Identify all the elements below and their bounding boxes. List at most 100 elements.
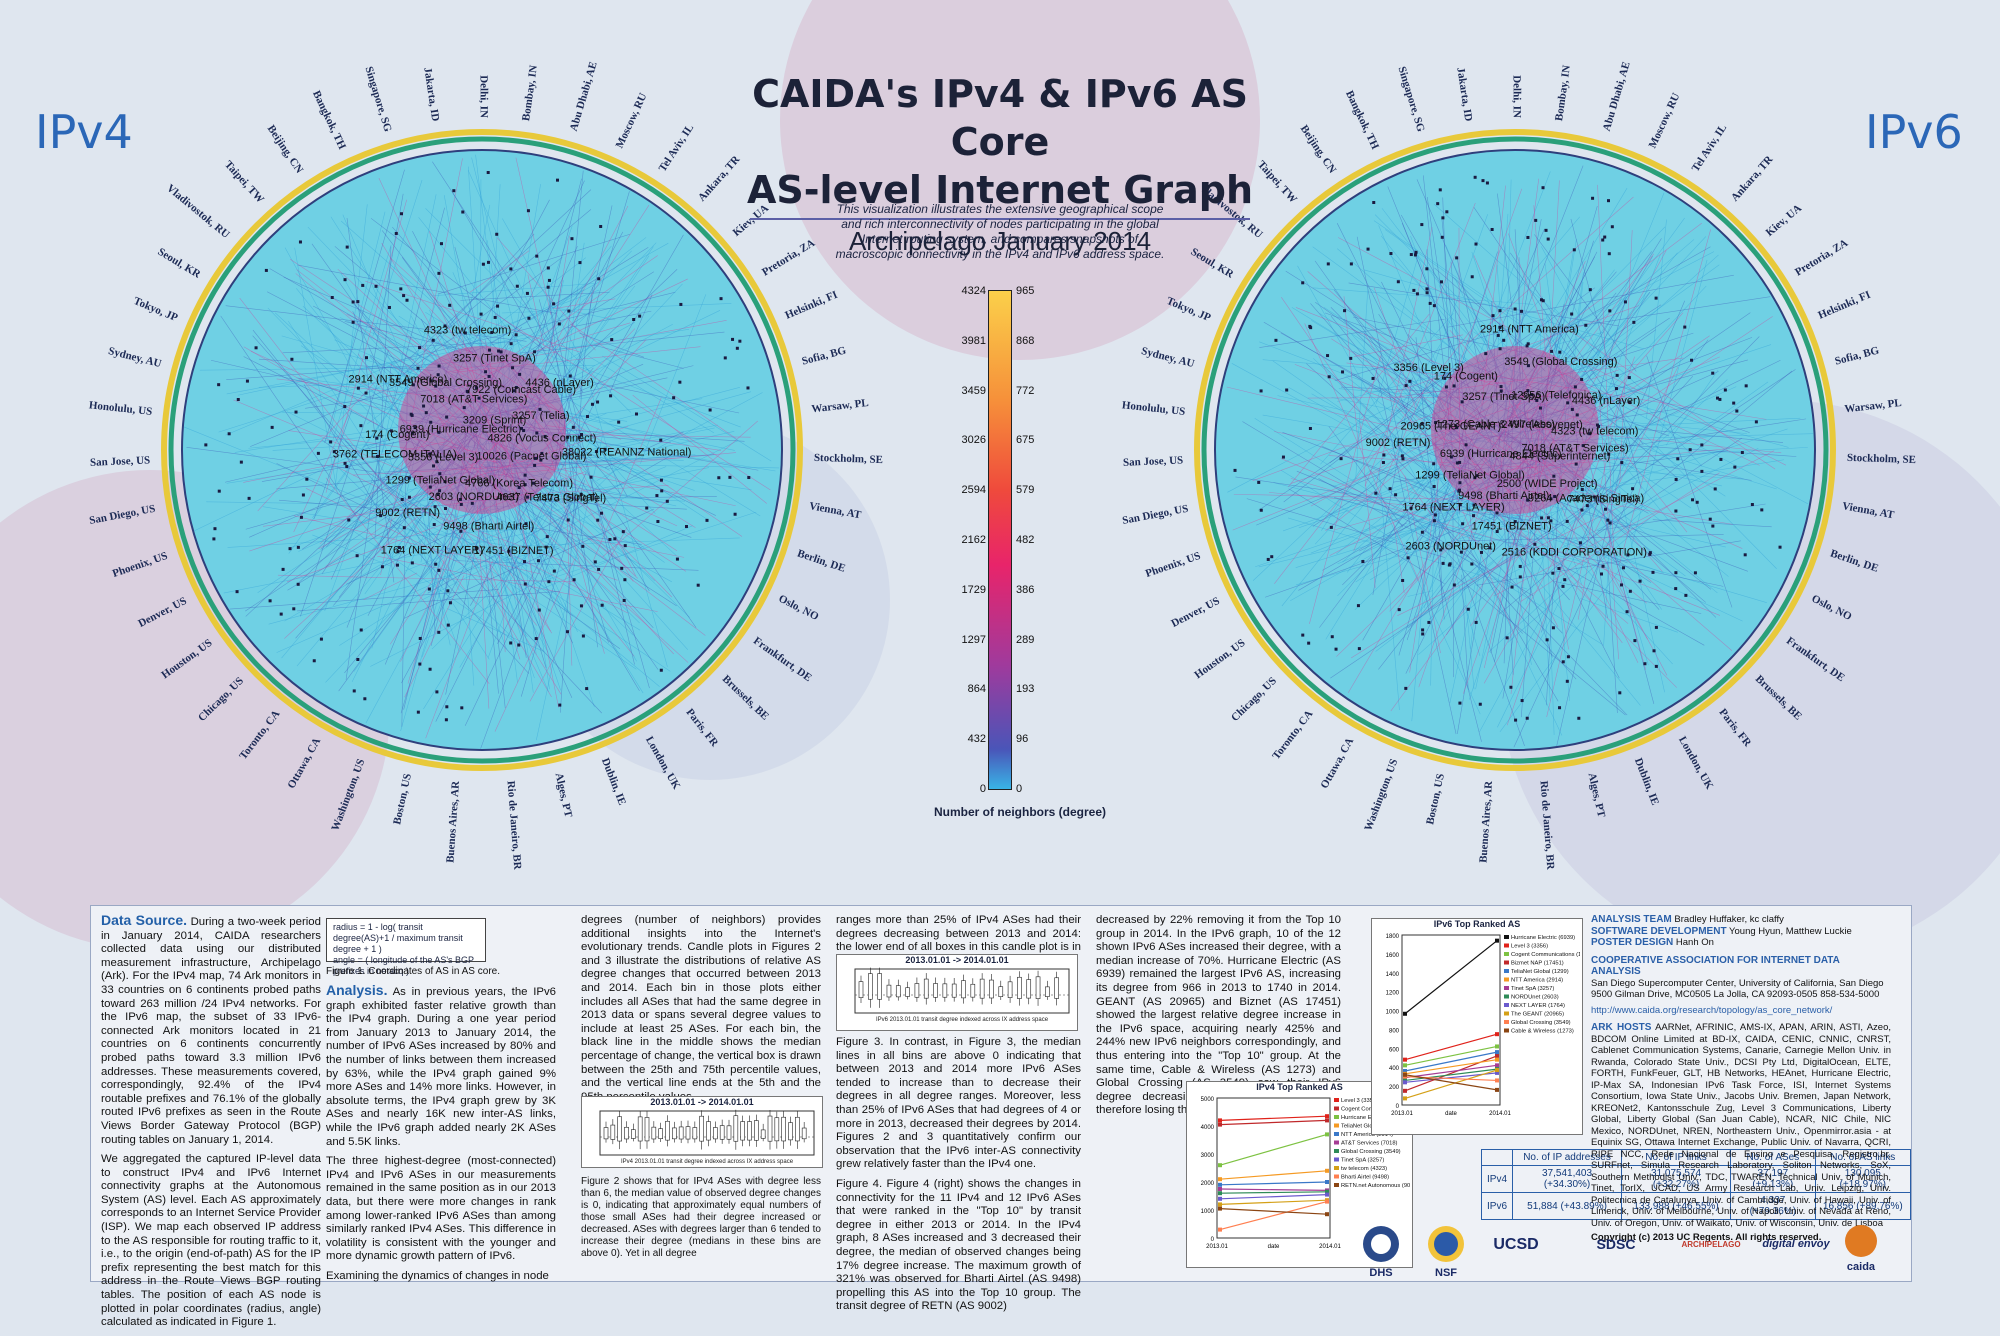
ipv4-city-label: Sofia, BG xyxy=(801,344,848,367)
ipv6-city-label: San Jose, US xyxy=(1123,454,1184,468)
ipv4-as-node-label: 9002 (RETN) xyxy=(375,507,440,519)
ipv6-city-label: Dublin, IE xyxy=(1632,756,1661,807)
ipv6-city-label: Ankara, TR xyxy=(1729,153,1776,204)
ipv6-city-label: Warsaw, PL xyxy=(1844,397,1902,415)
candle xyxy=(679,1127,683,1139)
ipv6-as-node-label: 9498 (Bharti Airtel) xyxy=(1458,490,1549,502)
legend-entry: Global Crossing (3549) xyxy=(1341,1149,1401,1155)
ipv6-as-node-label: 9002 (RETN) xyxy=(1366,437,1431,449)
candle xyxy=(1017,977,1021,998)
ipv4-city-label: Vladivostok, RU xyxy=(164,182,232,241)
candle xyxy=(754,1121,758,1141)
org-address: San Diego Supercomputer Center, Universi… xyxy=(1591,978,1891,1001)
legend-tick-right: 868 xyxy=(1016,335,1034,347)
poster-label: POSTER DESIGN xyxy=(1591,937,1673,948)
candle xyxy=(789,1123,793,1140)
legend-entry: Cable & Wireless (1273) xyxy=(1511,1029,1574,1035)
ipv4-city-label: Tokyo, JP xyxy=(132,295,180,324)
project-url[interactable]: http://www.caida.org/research/topology/a… xyxy=(1591,1005,1891,1017)
ipv6-city-label: San Diego, US xyxy=(1121,503,1189,527)
candle xyxy=(611,1125,615,1139)
ipv6-city-label: Bombay, IN xyxy=(1553,64,1573,121)
candle xyxy=(1055,978,1059,999)
ipv4-city-label: Honolulu, US xyxy=(88,399,153,418)
ipv4-city-label: Vienna, AT xyxy=(808,500,863,521)
legend-tick-right: 482 xyxy=(1016,534,1034,546)
y-tick: 1000 xyxy=(1386,1010,1400,1016)
ipv6-city-label: Sofia, BG xyxy=(1834,344,1881,367)
ipv4-as-node-label: 17451 (BIZNET) xyxy=(473,545,553,557)
x-tick: date xyxy=(1445,1111,1457,1117)
candle xyxy=(727,1126,731,1139)
ipv6-city-label: Moscow, RU xyxy=(1647,91,1683,150)
ipv4-as-node-label: 38022 (REANNZ National) xyxy=(562,446,692,458)
table-header xyxy=(1482,1150,1513,1166)
ipv6-city-label: Abu Dhabi, AE xyxy=(1601,60,1633,132)
ipv6-city-label: Washington, US xyxy=(1362,757,1400,832)
ipv6-city-label: Jakarta, ID xyxy=(1454,67,1474,123)
ipv6-city-label: Singapore, SG xyxy=(1396,65,1427,134)
ipv6-city-label: Kiev, UA xyxy=(1764,202,1805,239)
candle xyxy=(638,1117,642,1141)
candle xyxy=(734,1116,738,1142)
legend-entry: Hurricane Electric (6939) xyxy=(1511,935,1575,941)
candle xyxy=(720,1126,724,1140)
legend-entry: Tinet SpA (3257) xyxy=(1341,1158,1384,1164)
fig3-candle-plot: 2013.01.01 -> 2014.01.01 IPv6 2013.01.01… xyxy=(836,954,1078,1031)
ipv6-city-label: Paris, FR xyxy=(1717,706,1755,749)
ipv4-city-label: Seoul, KR xyxy=(156,246,204,281)
ipv6-as-node-label: 7018 (AT&T Services) xyxy=(1521,443,1628,455)
legend-tick-left: 3981 xyxy=(962,335,986,347)
ipv6-city-label: Alges, PT xyxy=(1586,772,1608,819)
candle xyxy=(980,979,984,998)
ipv6-city-label: Toronto, CA xyxy=(1270,708,1315,762)
legend-tick-right: 579 xyxy=(1016,484,1034,496)
legend-tick-left: 1297 xyxy=(962,634,986,646)
candle xyxy=(1008,982,1012,998)
candle xyxy=(631,1130,635,1139)
legend-tick-right: 193 xyxy=(1016,683,1034,695)
candle xyxy=(999,987,1003,997)
y-tick: 1600 xyxy=(1386,953,1400,959)
ipv6-city-label: Ottawa, CA xyxy=(1318,736,1356,791)
ipv4-city-label: Washington, US xyxy=(329,757,367,832)
candle-xlabel: IPv6 2013.01.01 transit degree indexed a… xyxy=(876,1017,1049,1023)
ipv4-city-label: Sydney, AU xyxy=(107,345,163,370)
candle xyxy=(989,980,993,998)
ipv6-city-label: Oslo, NO xyxy=(1809,593,1854,624)
archipelago-logo: ARCHIPELAGO xyxy=(1666,1224,1756,1249)
legend-tick-left: 2594 xyxy=(962,484,986,496)
x-tick: 2013.01 xyxy=(1206,1244,1228,1250)
candle xyxy=(761,1130,765,1139)
legend-tick-right: 772 xyxy=(1016,385,1034,397)
ipv6-city-label: Phoenix, US xyxy=(1144,550,1202,580)
ipv4-city-label: Brussels, BE xyxy=(720,673,771,723)
software-team: Young Hyun, Matthew Luckie xyxy=(1729,926,1852,937)
ipv4-city-label: Oslo, NO xyxy=(776,593,821,624)
ipv4-city-label: Warsaw, PL xyxy=(811,397,869,415)
ipv6-as-node-label: 4323 (tw telecom) xyxy=(1551,425,1638,437)
candle xyxy=(645,1117,649,1140)
candle xyxy=(748,1122,752,1141)
candle xyxy=(924,979,928,998)
data-source-text-2: We aggregated the captured IP-level data… xyxy=(101,1153,321,1330)
ipv4-city-label: Ankara, TR xyxy=(696,153,743,204)
ipv6-city-label: Tel Aviv, IL xyxy=(1690,122,1730,174)
candle xyxy=(896,986,900,997)
legend-tick-left: 864 xyxy=(968,683,986,695)
candle xyxy=(741,1122,745,1141)
legend-tick-left: 0 xyxy=(980,783,986,795)
ipv4-city-label: Helsinki, FI xyxy=(783,289,839,322)
legend-tick-right: 289 xyxy=(1016,634,1034,646)
legend-entry: The GEANT (20965) xyxy=(1511,1012,1564,1018)
candle xyxy=(652,1127,656,1139)
ipv6-as-node-label: 17451 (BIZNET) xyxy=(1472,521,1552,533)
legend-tick-left: 3459 xyxy=(962,385,986,397)
candle xyxy=(604,1128,608,1139)
ipv6-city-label: Berlin, DE xyxy=(1829,547,1880,574)
x-tick: 2014.01 xyxy=(1319,1244,1341,1250)
legend-entry: RETN.net Autonomous (9002) xyxy=(1341,1183,1410,1189)
ipv6-as-node-label: 1764 (NEXT LAYER) xyxy=(1402,502,1504,514)
ipv6-as-node-label: 2516 (KDDI CORPORATION) xyxy=(1502,546,1647,558)
legend-tick-right: 96 xyxy=(1016,733,1028,745)
